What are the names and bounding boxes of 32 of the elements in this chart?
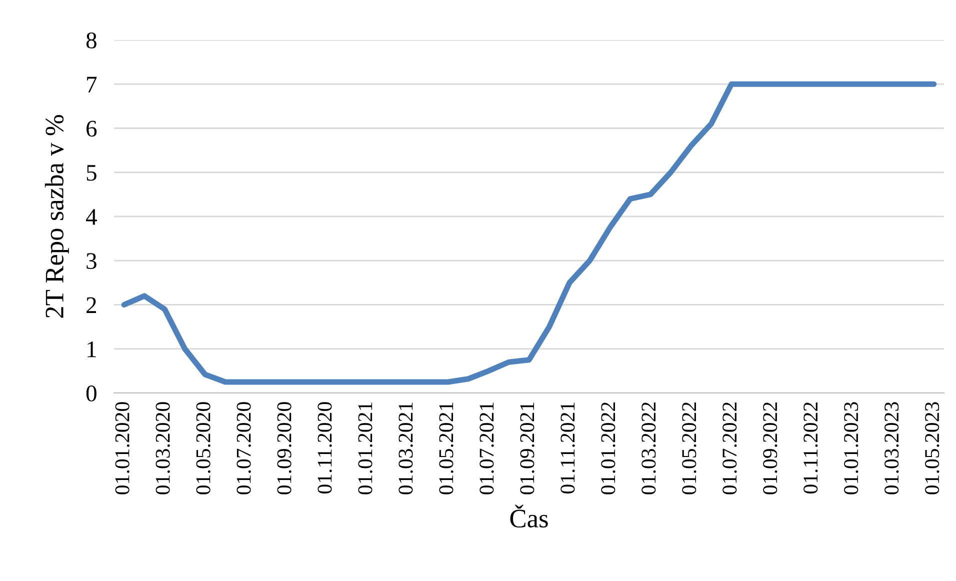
y-tick-label: 3 <box>86 253 96 270</box>
x-tick-label: 01.03.2023 <box>884 402 899 494</box>
x-tick-label: 01.01.2021 <box>358 402 372 494</box>
y-tick-label: 7 <box>87 76 97 92</box>
y-tick-label: 8 <box>86 32 96 48</box>
x-axis-title: Čas <box>510 504 548 528</box>
y-axis-title: 2T Repo sazba v % <box>44 115 69 318</box>
x-tick-label: 01.05.2023 <box>925 402 940 494</box>
x-tick-label: 01.11.2020 <box>318 402 332 494</box>
x-tick-label: 01.07.2021 <box>480 402 494 494</box>
x-tick-label: 01.05.2020 <box>196 402 210 494</box>
x-tick-label: 01.05.2021 <box>439 402 454 494</box>
x-tick-label: 01.03.2021 <box>398 402 413 494</box>
y-tick-label: 5 <box>86 165 96 181</box>
x-tick-label: 01.09.2020 <box>277 402 292 494</box>
x-tick-label: 01.11.2021 <box>560 402 575 494</box>
x-tick-label: 01.01.2022 <box>601 402 616 494</box>
x-tick-label: 01.03.2020 <box>156 402 170 494</box>
y-tick-label: 6 <box>86 120 97 137</box>
x-tick-label: 01.09.2022 <box>763 402 778 494</box>
x-tick-label: 01.11.2022 <box>804 402 818 494</box>
x-tick-label: 01.07.2020 <box>236 402 251 494</box>
x-tick-label: 01.03.2022 <box>642 402 656 494</box>
x-tick-label: 01.09.2021 <box>520 402 534 494</box>
x-tick-label: 01.01.2023 <box>844 402 858 494</box>
y-tick-label: 2 <box>86 297 96 313</box>
x-tick-label: 01.01.2020 <box>115 402 130 494</box>
y-tick-label: 4 <box>86 209 97 225</box>
x-tick-label: 01.05.2022 <box>682 402 696 494</box>
y-tick-label: 1 <box>88 341 96 358</box>
y-tick-label: 0 <box>86 385 96 402</box>
x-tick-label: 01.07.2022 <box>722 402 737 494</box>
